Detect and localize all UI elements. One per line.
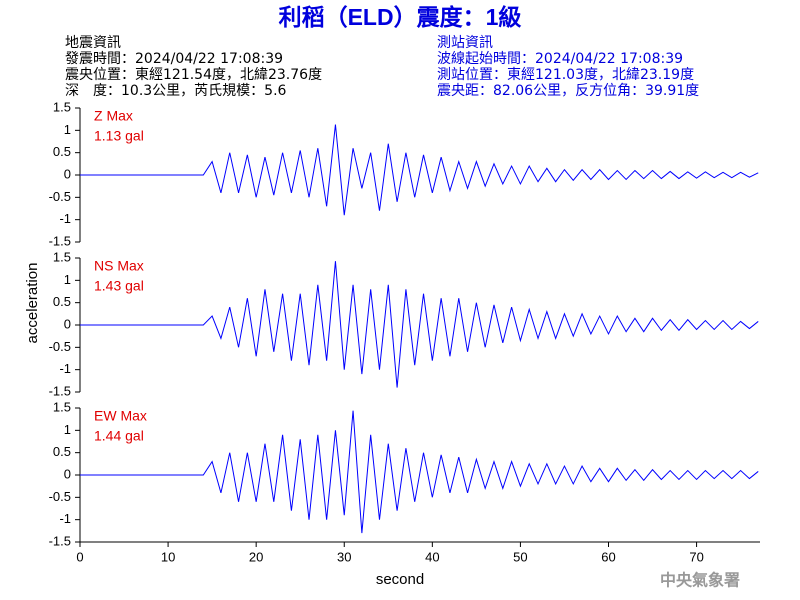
x-tick-label: 30	[337, 549, 351, 564]
y-tick-label: 0.5	[53, 444, 71, 459]
annotation: 1.43 gal	[94, 278, 144, 294]
annotation: NS Max	[94, 258, 144, 274]
info-line: 震央距：82.06公里，反方位角：39.91度	[437, 83, 699, 99]
y-tick-label: 1	[64, 422, 71, 437]
x-tick-label: 50	[513, 549, 527, 564]
annotation: 1.44 gal	[94, 428, 144, 444]
y-tick-label: 1.5	[53, 99, 71, 114]
info-line: 深 度：10.3公里，芮氏規模：5.6	[65, 82, 287, 99]
y-tick-label: 1.5	[53, 249, 71, 264]
y-tick-label: 0	[64, 316, 71, 331]
x-tick-label: 40	[425, 549, 439, 564]
y-tick-label: 0.5	[53, 144, 71, 159]
waveform	[80, 261, 759, 388]
waveform	[80, 124, 759, 216]
y-tick-label: -1.5	[49, 233, 71, 248]
footer: 中央氣象署	[660, 571, 740, 590]
waveform	[80, 410, 759, 534]
y-tick-label: -0.5	[49, 489, 71, 504]
info-line: 波線起始時間：2024/04/22 17:08:39	[437, 51, 683, 67]
y-tick-label: 1.5	[53, 399, 71, 414]
y-tick-label: 0	[64, 466, 71, 481]
x-axis-label: second	[376, 571, 424, 588]
y-tick-label: -1.5	[49, 383, 71, 398]
x-tick-label: 70	[689, 549, 703, 564]
y-tick-label: 0.5	[53, 294, 71, 309]
y-tick-label: -0.5	[49, 189, 71, 204]
annotation: Z Max	[94, 108, 133, 124]
y-tick-label: -0.5	[49, 339, 71, 354]
y-tick-label: 0	[64, 166, 71, 181]
chart-title: 利稻（ELD）震度：1級	[279, 4, 522, 30]
x-tick-label: 10	[161, 549, 175, 564]
x-tick-label: 60	[601, 549, 615, 564]
info-line: 發震時間：2024/04/22 17:08:39	[65, 51, 283, 67]
x-tick-label: 0	[76, 549, 83, 564]
y-tick-label: -1	[59, 511, 71, 526]
y-tick-label: 1	[64, 122, 71, 137]
info-line: 地震資訊	[65, 35, 121, 51]
y-tick-label: 1	[64, 272, 71, 287]
annotation: 1.13 gal	[94, 128, 144, 144]
annotation: EW Max	[94, 408, 147, 424]
info-line: 測站位置：東經121.03度，北緯23.19度	[437, 67, 694, 83]
y-tick-label: -1	[59, 211, 71, 226]
y-axis-label: acceleration	[24, 263, 41, 344]
x-tick-label: 20	[249, 549, 263, 564]
info-line: 測站資訊	[437, 35, 493, 51]
y-tick-label: -1	[59, 361, 71, 376]
info-line: 震央位置：東經121.54度，北緯23.76度	[65, 67, 322, 83]
y-tick-label: -1.5	[49, 533, 71, 548]
